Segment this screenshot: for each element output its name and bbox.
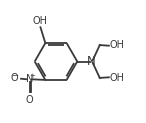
Text: OH: OH [110,73,125,83]
Text: −: − [11,72,18,81]
Text: N: N [26,74,33,84]
Text: OH: OH [33,16,48,26]
Text: O: O [26,95,33,105]
Text: OH: OH [110,40,125,50]
Text: O: O [11,73,19,83]
Text: N: N [87,55,96,68]
Text: +: + [29,73,35,79]
